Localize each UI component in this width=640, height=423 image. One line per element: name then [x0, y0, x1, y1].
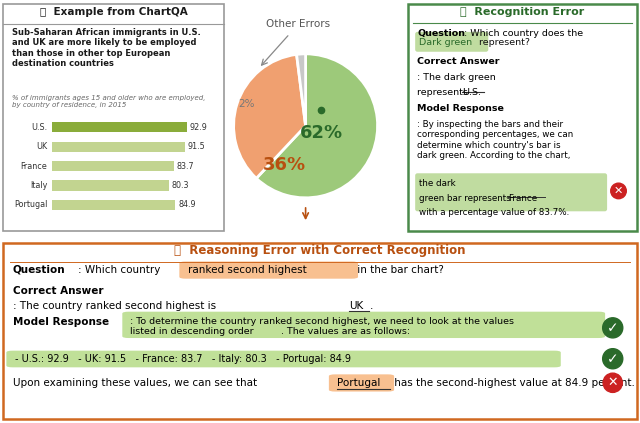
Wedge shape	[256, 54, 378, 198]
Text: green bar represents: green bar represents	[419, 194, 513, 203]
Text: - U.S.: 92.9   - UK: 91.5   - France: 83.7   - Italy: 80.3   - Portugal: 84.9: - U.S.: 92.9 - UK: 91.5 - France: 83.7 -…	[15, 354, 351, 364]
FancyBboxPatch shape	[52, 200, 175, 210]
FancyBboxPatch shape	[52, 161, 173, 171]
Text: 62%: 62%	[300, 124, 343, 142]
Text: : To determine the country ranked second highest, we need to look at the values: : To determine the country ranked second…	[130, 317, 514, 326]
Text: Dark green: Dark green	[419, 38, 472, 47]
Wedge shape	[296, 54, 306, 126]
Text: Upon examining these values, we can see that: Upon examining these values, we can see …	[13, 378, 260, 388]
Text: represents: represents	[417, 88, 471, 97]
Text: 👁  Recognition Error: 👁 Recognition Error	[460, 7, 585, 17]
Text: UK: UK	[36, 142, 47, 151]
Text: ✕: ✕	[614, 186, 623, 196]
Text: 91.5: 91.5	[188, 142, 205, 151]
FancyBboxPatch shape	[179, 261, 358, 279]
Text: Italy: Italy	[30, 181, 47, 190]
Text: 2%: 2%	[238, 99, 255, 109]
Text: 📊  Example from ChartQA: 📊 Example from ChartQA	[40, 7, 188, 17]
Text: . The values are as follows:: . The values are as follows:	[281, 327, 410, 336]
Text: France: France	[20, 162, 47, 170]
FancyBboxPatch shape	[122, 312, 605, 338]
Text: Question: Question	[13, 265, 65, 275]
Text: UK: UK	[349, 301, 364, 311]
Text: the dark: the dark	[419, 179, 455, 188]
Text: : The country ranked second highest is: : The country ranked second highest is	[13, 301, 219, 311]
Text: 84.9: 84.9	[178, 201, 196, 209]
Text: listed in descending order: listed in descending order	[130, 327, 253, 336]
Text: : The dark green: : The dark green	[417, 73, 496, 82]
Text: Portugal: Portugal	[337, 378, 381, 388]
Text: 92.9: 92.9	[190, 123, 208, 132]
Text: % of immigrants ages 15 and older who are employed,
by country of residence, in : % of immigrants ages 15 and older who ar…	[12, 95, 205, 108]
Text: Sub-Saharan African immigrants in U.S.
and UK are more likely to be employed
tha: Sub-Saharan African immigrants in U.S. a…	[12, 28, 201, 68]
Text: 83.7: 83.7	[177, 162, 194, 170]
Text: 36%: 36%	[262, 157, 305, 174]
Text: in the bar chart?: in the bar chart?	[354, 265, 444, 275]
Text: ✓: ✓	[607, 352, 618, 366]
Text: represent?: represent?	[476, 38, 530, 47]
Text: U.S.: U.S.	[31, 123, 47, 132]
Text: Correct Answer: Correct Answer	[13, 286, 103, 296]
Wedge shape	[234, 55, 306, 179]
Text: Model Response: Model Response	[13, 317, 109, 327]
Text: U.S.: U.S.	[462, 88, 481, 97]
FancyBboxPatch shape	[329, 374, 394, 392]
FancyBboxPatch shape	[415, 173, 607, 212]
FancyBboxPatch shape	[52, 181, 169, 190]
Text: : By inspecting the bars and their
corresponding percentages, we can
determine w: : By inspecting the bars and their corre…	[417, 120, 573, 160]
Text: 80.3: 80.3	[172, 181, 189, 190]
Text: ✓: ✓	[607, 321, 618, 335]
Text: .: .	[369, 301, 372, 311]
Text: with a percentage value of 83.7%.: with a percentage value of 83.7%.	[419, 208, 569, 217]
Text: Portugal: Portugal	[14, 201, 47, 209]
FancyBboxPatch shape	[52, 142, 185, 151]
Text: has the second-highest value at 84.9 percent.: has the second-highest value at 84.9 per…	[391, 378, 635, 388]
Text: ✕: ✕	[607, 376, 618, 389]
FancyBboxPatch shape	[6, 351, 561, 367]
Text: Correct Answer: Correct Answer	[417, 57, 500, 66]
FancyBboxPatch shape	[415, 32, 488, 52]
Text: Question: Question	[417, 29, 465, 38]
Text: Other Errors: Other Errors	[266, 19, 330, 29]
Text: 💡  Reasoning Error with Correct Recognition: 💡 Reasoning Error with Correct Recogniti…	[174, 244, 466, 257]
Text: Model Response: Model Response	[417, 104, 504, 113]
Text: : Which country does the: : Which country does the	[464, 29, 584, 38]
Text: ranked second highest: ranked second highest	[188, 265, 307, 275]
FancyBboxPatch shape	[52, 122, 187, 132]
Text: : Which country: : Which country	[78, 265, 164, 275]
Text: France: France	[508, 194, 537, 203]
